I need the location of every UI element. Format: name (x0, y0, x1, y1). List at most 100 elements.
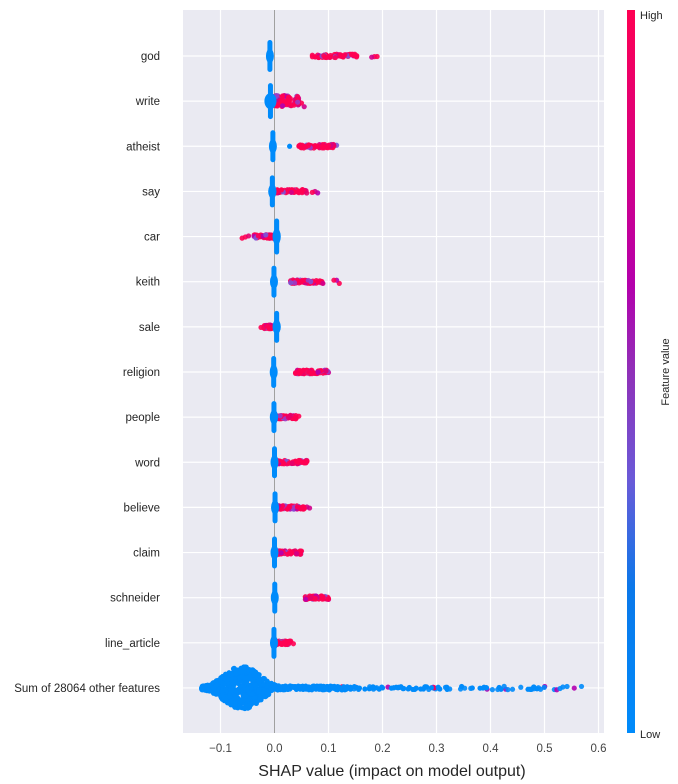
feature-label: atheist (126, 141, 161, 153)
shap-point (291, 280, 298, 286)
feature-label: say (142, 186, 160, 198)
shap-point (459, 683, 465, 690)
shap-point (308, 370, 315, 376)
feature-row-sale (258, 310, 281, 343)
shap-point (293, 415, 299, 421)
feature-row-god (265, 40, 380, 72)
feature-row-claim (270, 536, 305, 569)
shap-point (210, 685, 216, 691)
shap-point (278, 187, 284, 193)
feature-labels: god write atheist say car keith sale religion pe… (14, 51, 161, 695)
shap-point (316, 686, 323, 692)
feature-label: keith (136, 277, 160, 289)
shap-point (256, 679, 263, 685)
shap-point (328, 52, 334, 59)
shap-point (264, 323, 271, 329)
shap-point-cluster (269, 274, 278, 289)
shap-point (303, 458, 309, 464)
shap-point (222, 675, 228, 682)
shap-point (206, 688, 213, 694)
shap-point (297, 551, 304, 557)
shap-point (295, 459, 301, 465)
shap-point (273, 684, 279, 690)
shap-point (308, 279, 314, 285)
shap-point (241, 664, 247, 670)
shap-point (320, 280, 326, 287)
shap-point (295, 99, 301, 105)
shap-point-cluster (265, 48, 274, 64)
shap-point (297, 684, 303, 690)
shap-point (571, 685, 577, 691)
shap-point (518, 684, 524, 690)
feature-label: god (141, 51, 160, 63)
shap-point (285, 506, 291, 512)
shap-point (228, 698, 235, 704)
shap-point (249, 691, 255, 697)
shap-point (531, 684, 537, 690)
shap-point (295, 188, 302, 195)
shap-point (289, 460, 295, 466)
shap-point (242, 675, 248, 681)
shap-point (489, 687, 496, 693)
shap-point (284, 686, 290, 692)
feature-row-people (269, 401, 302, 434)
shap-point (248, 684, 254, 690)
shap-point-cluster (272, 228, 281, 245)
shap-point (557, 685, 563, 692)
feature-row-religion (269, 355, 332, 388)
shap-point (354, 53, 360, 59)
x-tick-label: 0.6 (591, 743, 607, 755)
shap-point (444, 686, 450, 692)
shap-point (322, 685, 329, 691)
shap-point (309, 189, 315, 195)
shap-point (313, 143, 319, 149)
shap-point-cluster (269, 364, 278, 380)
feature-label: Sum of 28064 other features (14, 683, 160, 695)
shap-point (285, 414, 292, 420)
shap-point (250, 699, 256, 705)
shap-point (509, 686, 516, 692)
shap-point (228, 688, 234, 694)
feature-label: sale (139, 322, 160, 334)
shap-point (287, 98, 293, 104)
shap-point (288, 189, 294, 196)
shap-point (255, 233, 261, 239)
feature-row-car (239, 218, 281, 255)
x-tick-label: 0.5 (537, 743, 553, 755)
shap-point-cluster (269, 635, 278, 651)
shap-point-cluster (270, 590, 279, 605)
shap-point (277, 413, 283, 419)
shap-point (304, 190, 310, 196)
shap-point (260, 675, 266, 682)
shap-point (469, 685, 475, 691)
shap-point-cluster (270, 545, 279, 560)
shap-point (245, 233, 252, 239)
shap-point (213, 682, 220, 688)
shap-point (305, 142, 311, 149)
feature-label: claim (133, 548, 160, 560)
shap-point-cluster (264, 93, 277, 110)
shap-point (244, 686, 250, 692)
feature-row-line_article (269, 626, 296, 659)
shap-point (288, 280, 294, 286)
shap-point-cluster (269, 409, 279, 425)
colorbar-low-label: Low (640, 729, 660, 741)
shap-point (405, 686, 411, 692)
shap-point (288, 549, 294, 555)
shap-point (264, 683, 270, 689)
shap-point (498, 686, 504, 692)
feature-label: people (125, 412, 160, 424)
shap-point (315, 369, 321, 375)
shap-point (337, 686, 343, 692)
shap-point (423, 684, 430, 690)
shap-point (256, 689, 262, 695)
shap-point (298, 369, 304, 375)
shap-point (388, 685, 394, 691)
shap-point (235, 680, 241, 687)
shap-point (263, 232, 269, 238)
shap-point (319, 145, 325, 151)
shap-point (281, 639, 287, 646)
shap-point (332, 54, 339, 61)
shap-point (253, 683, 259, 689)
